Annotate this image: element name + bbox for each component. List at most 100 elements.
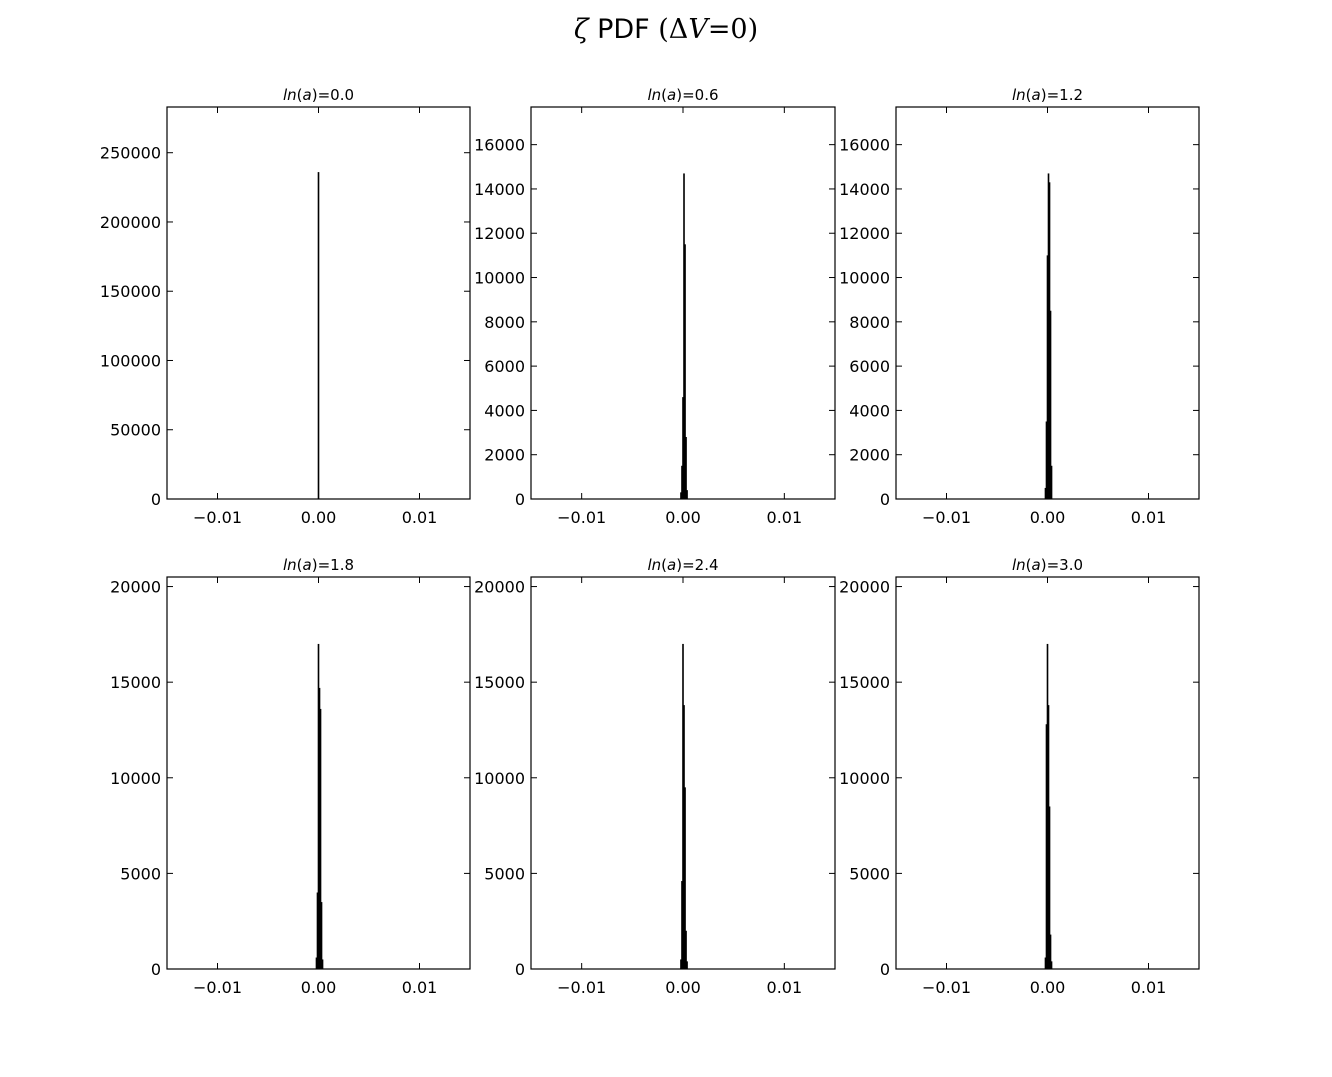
histogram-bar <box>680 959 682 969</box>
y-tick-label: 5000 <box>849 864 890 883</box>
x-tick-label: 0.00 <box>1030 978 1066 997</box>
y-tick-label: 20000 <box>110 578 161 597</box>
x-tick-label: 0.00 <box>301 508 337 527</box>
y-tick-label: 0 <box>515 490 525 509</box>
y-tick-label: 150000 <box>100 282 161 301</box>
y-tick-label: 10000 <box>474 769 525 788</box>
subplot-title: ln(a)=2.4 <box>647 556 718 574</box>
x-tick-label: 0.01 <box>767 978 803 997</box>
histogram-bar <box>685 930 687 969</box>
y-tick-label: 5000 <box>120 864 161 883</box>
y-tick-label: 16000 <box>474 136 525 155</box>
y-tick-label: 100000 <box>100 351 161 370</box>
x-tick-label: 0.01 <box>767 508 803 527</box>
y-tick-label: 10000 <box>839 769 890 788</box>
y-tick-label: 12000 <box>474 224 525 243</box>
y-tick-label: 2000 <box>849 446 890 465</box>
histogram-bar <box>1047 705 1050 969</box>
x-tick-label: −0.01 <box>557 508 606 527</box>
x-tick-label: 0.01 <box>1131 978 1167 997</box>
histogram-bar <box>681 881 683 969</box>
histogram-bar <box>684 244 686 499</box>
histogram-bar <box>1048 806 1051 969</box>
y-tick-label: 250000 <box>100 144 161 163</box>
y-tick-label: 12000 <box>839 224 890 243</box>
subplot-title: ln(a)=1.8 <box>283 556 354 574</box>
histogram-bar <box>315 957 318 969</box>
x-tick-label: 0.01 <box>402 508 438 527</box>
title-text: PDF <box>597 14 650 45</box>
subplot-6: ln(a)=3.0 −0.01 0.00 0.01 0 5000 10000 15000 200… <box>839 556 1200 997</box>
subplot-4: ln(a)=1.8 −0.01 0.00 0.01 0 5000 10000 15000 200… <box>110 556 471 997</box>
histogram-bar <box>680 492 682 499</box>
histogram-bar <box>1044 957 1047 969</box>
x-tick-label: 0.01 <box>1131 508 1167 527</box>
histogram-bar <box>320 902 323 969</box>
histogram-bar <box>685 436 687 499</box>
subplot-1: ln(a)=0.0 −0.01 0.00 0.01 0 50000 100000 150000… <box>100 86 471 527</box>
figure-title: ζ PDF (ΔV=0) <box>0 14 1332 45</box>
x-tick-label: 0.00 <box>665 978 701 997</box>
histogram-bar <box>1046 643 1049 969</box>
y-tick-label: 16000 <box>839 136 890 155</box>
title-math-var: V <box>688 14 708 45</box>
subplot-title: ln(a)=0.6 <box>647 86 718 104</box>
y-tick-label: 15000 <box>839 673 890 692</box>
y-tick-label: 4000 <box>849 401 890 420</box>
x-tick-label: −0.01 <box>922 508 971 527</box>
y-tick-label: 10000 <box>110 769 161 788</box>
y-tick-label: 5000 <box>484 864 525 883</box>
title-math-open: (Δ <box>658 14 689 45</box>
y-tick-label: 20000 <box>474 578 525 597</box>
y-tick-label: 6000 <box>849 357 890 376</box>
y-tick-label: 15000 <box>474 673 525 692</box>
histogram-bar <box>686 961 688 969</box>
histogram-bar <box>1045 724 1048 969</box>
histogram-bar <box>316 892 319 969</box>
histogram-bar <box>317 643 320 969</box>
title-math-rest: =0) <box>707 14 759 45</box>
x-tick-label: −0.01 <box>922 978 971 997</box>
histogram-bar <box>1048 182 1051 500</box>
histogram-bar <box>317 172 320 499</box>
y-tick-label: 8000 <box>849 313 890 332</box>
subplot-title: ln(a)=1.2 <box>1012 86 1083 104</box>
histogram-bar <box>681 465 683 499</box>
histogram-bar <box>1050 961 1053 969</box>
histogram-bar <box>321 959 324 969</box>
histogram-bar <box>1046 255 1049 499</box>
histogram-bar <box>1047 173 1050 499</box>
x-tick-label: 0.00 <box>1030 508 1066 527</box>
y-tick-label: 6000 <box>484 357 525 376</box>
y-tick-label: 10000 <box>839 269 890 288</box>
y-tick-label: 0 <box>880 490 890 509</box>
y-tick-label: 14000 <box>839 180 890 199</box>
subplot-title: ln(a)=0.0 <box>283 86 354 104</box>
histogram-bar <box>319 708 322 969</box>
y-tick-label: 4000 <box>484 401 525 420</box>
histogram-bar <box>683 173 685 499</box>
y-tick-label: 14000 <box>474 180 525 199</box>
y-tick-label: 10000 <box>474 269 525 288</box>
y-tick-label: 15000 <box>110 673 161 692</box>
x-tick-label: 0.01 <box>402 978 438 997</box>
histogram-bar <box>682 643 684 969</box>
x-tick-label: −0.01 <box>193 508 242 527</box>
x-tick-label: 0.00 <box>665 508 701 527</box>
x-tick-label: −0.01 <box>557 978 606 997</box>
histogram-bar <box>1049 934 1052 969</box>
y-tick-label: 0 <box>151 490 161 509</box>
y-tick-label: 2000 <box>484 446 525 465</box>
histogram-bar <box>1049 310 1052 499</box>
histogram-bar <box>684 787 686 969</box>
y-tick-label: 8000 <box>484 313 525 332</box>
title-symbol: ζ <box>573 14 589 45</box>
histogram-bar <box>318 687 321 969</box>
histogram-bar <box>686 490 688 499</box>
histogram-bar <box>1050 465 1053 499</box>
x-tick-label: 0.00 <box>301 978 337 997</box>
histogram-bar <box>682 397 684 499</box>
y-tick-label: 20000 <box>839 578 890 597</box>
